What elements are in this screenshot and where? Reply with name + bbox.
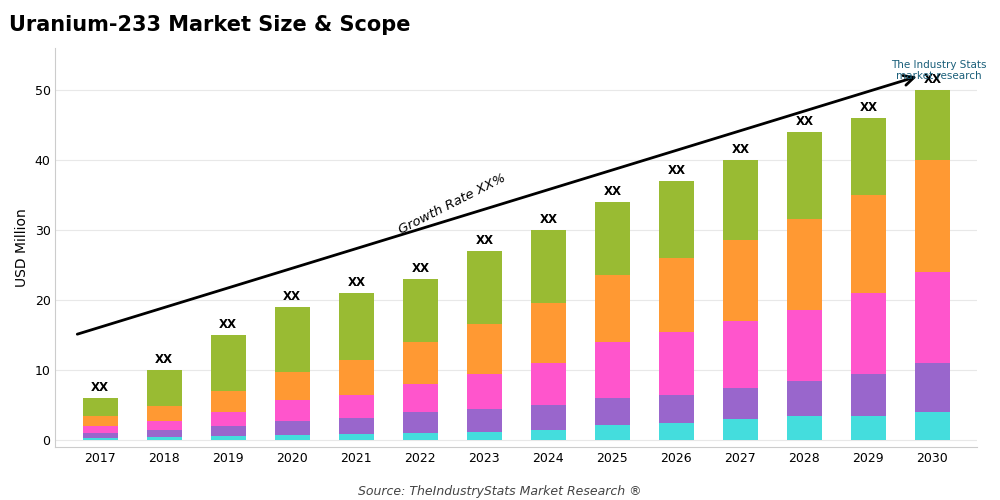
Bar bbox=[147, 420, 182, 430]
Bar bbox=[659, 258, 694, 332]
Bar bbox=[595, 398, 630, 424]
Text: XX: XX bbox=[731, 142, 749, 156]
Bar bbox=[147, 438, 182, 440]
Text: Source: TheIndustryStats Market Research ®: Source: TheIndustryStats Market Research… bbox=[358, 485, 642, 498]
Bar bbox=[915, 412, 950, 440]
Bar bbox=[275, 421, 310, 435]
Bar bbox=[915, 160, 950, 272]
Text: XX: XX bbox=[219, 318, 237, 331]
Y-axis label: USD Million: USD Million bbox=[15, 208, 29, 287]
Bar bbox=[467, 408, 502, 432]
Bar bbox=[339, 293, 374, 360]
Bar bbox=[531, 304, 566, 363]
Bar bbox=[787, 416, 822, 440]
Bar bbox=[851, 293, 886, 374]
Bar bbox=[595, 424, 630, 440]
Text: XX: XX bbox=[475, 234, 493, 246]
Bar bbox=[467, 374, 502, 408]
Bar bbox=[275, 307, 310, 372]
Bar bbox=[915, 272, 950, 363]
Bar bbox=[659, 181, 694, 258]
Bar bbox=[723, 240, 758, 321]
Bar bbox=[595, 202, 630, 276]
Text: Growth Rate XX%: Growth Rate XX% bbox=[397, 172, 508, 237]
Bar bbox=[403, 279, 438, 342]
Bar bbox=[339, 360, 374, 394]
Text: The Industry Stats
market research: The Industry Stats market research bbox=[891, 60, 986, 82]
Bar bbox=[275, 435, 310, 440]
Bar bbox=[339, 418, 374, 434]
Bar bbox=[531, 230, 566, 304]
Bar bbox=[723, 160, 758, 240]
Bar bbox=[531, 405, 566, 429]
Bar bbox=[851, 195, 886, 293]
Bar bbox=[403, 433, 438, 440]
Bar bbox=[595, 342, 630, 398]
Bar bbox=[915, 90, 950, 160]
Bar bbox=[403, 384, 438, 412]
Text: XX: XX bbox=[667, 164, 685, 176]
Bar bbox=[467, 251, 502, 324]
Bar bbox=[275, 400, 310, 421]
Bar bbox=[851, 416, 886, 440]
Bar bbox=[723, 388, 758, 419]
Text: XX: XX bbox=[91, 381, 109, 394]
Bar bbox=[531, 430, 566, 440]
Text: XX: XX bbox=[859, 100, 877, 114]
Bar bbox=[659, 332, 694, 394]
Text: XX: XX bbox=[411, 262, 429, 274]
Bar bbox=[659, 422, 694, 440]
Bar bbox=[339, 434, 374, 440]
Bar bbox=[531, 363, 566, 405]
Text: XX: XX bbox=[923, 72, 941, 86]
Bar bbox=[83, 398, 118, 415]
Bar bbox=[787, 132, 822, 220]
Bar bbox=[787, 220, 822, 310]
Bar bbox=[211, 335, 246, 391]
Bar bbox=[83, 426, 118, 433]
Bar bbox=[147, 370, 182, 406]
Bar bbox=[467, 324, 502, 374]
Bar bbox=[211, 391, 246, 412]
Bar bbox=[211, 436, 246, 440]
Bar bbox=[595, 276, 630, 342]
Bar bbox=[339, 394, 374, 417]
Bar bbox=[211, 412, 246, 426]
Bar bbox=[915, 363, 950, 412]
Text: XX: XX bbox=[347, 276, 365, 289]
Bar bbox=[723, 419, 758, 440]
Text: XX: XX bbox=[283, 290, 301, 303]
Text: XX: XX bbox=[539, 212, 557, 226]
Bar bbox=[83, 438, 118, 440]
Bar bbox=[147, 406, 182, 420]
Bar bbox=[83, 433, 118, 438]
Bar bbox=[659, 394, 694, 422]
Text: Uranium-233 Market Size & Scope: Uranium-233 Market Size & Scope bbox=[9, 15, 411, 35]
Text: XX: XX bbox=[603, 184, 621, 198]
Text: XX: XX bbox=[795, 114, 813, 128]
Bar bbox=[211, 426, 246, 436]
Bar bbox=[147, 430, 182, 438]
Bar bbox=[787, 380, 822, 416]
Bar bbox=[467, 432, 502, 440]
Bar bbox=[851, 118, 886, 195]
Bar bbox=[403, 412, 438, 433]
Bar bbox=[275, 372, 310, 400]
Bar bbox=[723, 321, 758, 388]
Bar bbox=[83, 416, 118, 426]
Text: XX: XX bbox=[155, 353, 173, 366]
Bar bbox=[851, 374, 886, 416]
Bar bbox=[403, 342, 438, 384]
Bar bbox=[787, 310, 822, 380]
